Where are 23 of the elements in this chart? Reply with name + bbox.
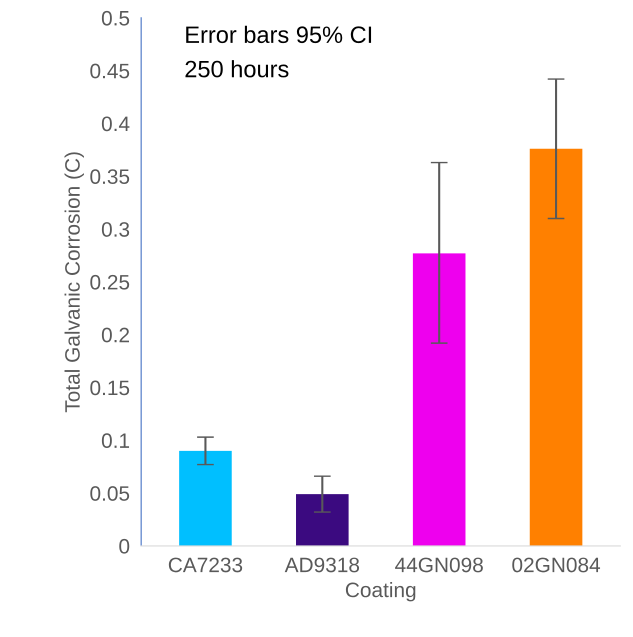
bar xyxy=(179,450,232,546)
y-tick-label: 0.15 xyxy=(90,380,130,396)
x-axis-title: Coating xyxy=(346,582,416,602)
y-tick-label: 0.3 xyxy=(102,222,130,237)
x-tick-label: CA7233 xyxy=(168,558,242,572)
y-tick-label: 0.1 xyxy=(102,433,130,448)
y-tick-label: 0.45 xyxy=(90,64,130,78)
y-tick-label: 0.35 xyxy=(90,169,130,184)
y-tick-label: 0.5 xyxy=(102,10,130,26)
x-tick-label: AD9318 xyxy=(284,558,360,572)
y-tick-label: 0.25 xyxy=(90,274,130,290)
y-tick-label: 0.2 xyxy=(102,328,130,342)
y-tick-label: 0.05 xyxy=(90,486,130,501)
bar xyxy=(530,148,582,546)
x-tick-label: 02GN084 xyxy=(512,558,600,572)
bar xyxy=(412,253,466,546)
bar xyxy=(296,494,349,546)
x-tick-label: 44GN098 xyxy=(395,558,483,572)
y-tick-label: 0 xyxy=(119,538,130,554)
y-tick-label: 0.4 xyxy=(102,116,130,132)
annotation: Error bars 95% CI xyxy=(186,26,372,44)
y-axis-title: Total Galvanic Corrosion (C) xyxy=(64,152,84,412)
annotation: 250 hours xyxy=(185,60,288,78)
